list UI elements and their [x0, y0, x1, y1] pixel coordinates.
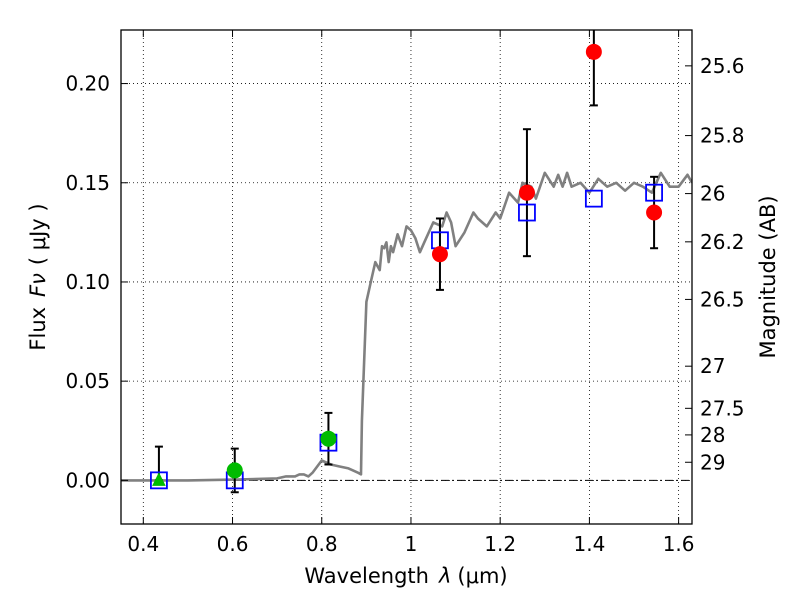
- y-tick-label: 0.05: [65, 369, 110, 393]
- markers-layer: [150, 43, 663, 490]
- upper-limit-triangle: [152, 472, 166, 486]
- x-tick-label: 1.6: [663, 532, 695, 556]
- magnitude-tick-label: 26.5: [700, 287, 745, 311]
- plot-frame: [120, 29, 693, 525]
- flux-point: [518, 184, 535, 201]
- magnitude-tick-label: 27.5: [700, 396, 745, 420]
- flux-point: [646, 204, 663, 221]
- magnitude-tick-label: 29: [700, 450, 725, 474]
- model-photometry-square: [518, 203, 536, 222]
- x-tick-label: 1: [405, 532, 418, 556]
- magnitude-axis-label: Magnitude (AB): [756, 195, 780, 358]
- model-photometry-square: [584, 189, 603, 208]
- magnitude-tick-label: 28: [700, 423, 725, 447]
- x-tick-label: 1.4: [573, 532, 605, 556]
- y-axis-label: FluxFν( μJy ): [26, 203, 50, 350]
- y-tick-label: 0.10: [65, 270, 110, 294]
- x-tick-label: 0.8: [306, 532, 338, 556]
- y-axis-ticks: 0.00 0.05 0.10 0.15 0.20: [65, 72, 128, 492]
- y-tick-label: 0.00: [65, 468, 110, 492]
- magnitude-tick-label: 26.2: [700, 230, 745, 254]
- model-spectrum-line: [121, 171, 692, 482]
- magnitude-tick-label: 25.6: [700, 54, 745, 78]
- x-axis-label: Wavelength λ (μm): [304, 564, 507, 588]
- x-axis-ticks: 0.4 0.6 0.8 1 1.2 1.4 1.6: [127, 30, 695, 556]
- y-tick-label: 0.15: [65, 171, 110, 195]
- y-tick-label: 0.20: [65, 72, 110, 96]
- magnitude-tick-label: 27: [700, 354, 725, 378]
- flux-point: [585, 43, 602, 60]
- x-tick-label: 0.4: [127, 532, 159, 556]
- x-tick-label: 0.6: [217, 532, 249, 556]
- magnitude-tick-label: 25.8: [700, 124, 745, 148]
- x-tick-label: 1.2: [484, 532, 516, 556]
- model-spectrum-layer: [121, 171, 692, 482]
- magnitude-axis-ticks: 25.6 25.8 26 26.2 26.5 27 27.5 28 29: [685, 54, 745, 474]
- flux-point: [320, 430, 337, 447]
- flux-point: [226, 462, 243, 479]
- flux-point: [431, 246, 448, 263]
- magnitude-tick-label: 26: [700, 182, 725, 206]
- model-photometry-square: [645, 183, 663, 202]
